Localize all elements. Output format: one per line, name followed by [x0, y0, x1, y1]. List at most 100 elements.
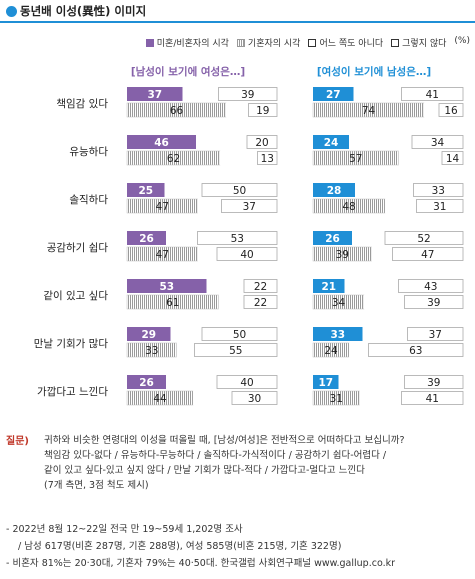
category-label: 공감하기 쉽다: [46, 242, 108, 254]
value-label-negative: 41: [426, 89, 439, 101]
value-label-negative: 39: [241, 89, 254, 101]
value-label-negative: 63: [409, 345, 422, 357]
bar-positive-unmarried: [313, 231, 352, 245]
bar-neutral: [166, 375, 217, 389]
bar-neutral: [196, 135, 247, 149]
bar-negative: [411, 135, 464, 149]
legend-label-negative: 그렇지 않다: [402, 39, 447, 49]
footnote: - 2022년 8월 12~22일 전국 만 19~59세 1,202명 조사: [6, 524, 243, 535]
value-label-positive: 26: [139, 377, 154, 389]
value-label-positive: 53: [159, 281, 174, 293]
bar-negative: [197, 231, 278, 245]
bar-neutral: [176, 343, 195, 357]
bar-negative: [404, 375, 464, 389]
value-label-positive: 33: [330, 329, 345, 341]
value-label-negative: 34: [431, 137, 445, 149]
bar-neutral: [352, 231, 385, 245]
value-label-positive: 34: [332, 297, 346, 309]
bar-neutral: [193, 391, 232, 405]
bar-neutral: [338, 375, 405, 389]
value-label-negative: 22: [254, 281, 267, 293]
bar-positive-unmarried: [313, 87, 354, 101]
legend-label-solid: 미혼/비혼자의 시각: [156, 39, 229, 49]
bar-negative: [368, 343, 464, 357]
value-label-negative: 43: [424, 281, 437, 293]
value-label-negative: 20: [255, 137, 268, 149]
value-label-negative: 40: [240, 377, 253, 389]
value-label-negative: 37: [243, 201, 256, 213]
category-label: 솔직하다: [69, 194, 108, 206]
bar-negative: [401, 391, 464, 405]
question-line: 같이 있고 싶다-있고 싶지 않다 / 만날 기회가 많다-적다 / 가깝다고-…: [44, 465, 365, 476]
bar-negative: [416, 199, 464, 213]
bar-negative: [407, 327, 464, 341]
bar-neutral: [398, 151, 442, 165]
title-divider: [0, 21, 475, 23]
bar-positive-unmarried: [313, 327, 363, 341]
bar-negative: [392, 247, 464, 261]
value-label-negative: 39: [427, 377, 440, 389]
value-label-positive: 28: [327, 185, 342, 197]
hatched-swatch-icon: [236, 38, 245, 47]
bar-negative: [231, 391, 278, 405]
bar-neutral: [226, 103, 249, 117]
value-label-positive: 29: [141, 329, 156, 341]
bar-positive-unmarried: [127, 231, 166, 245]
value-label-negative: 16: [444, 105, 458, 117]
bar-negative: [404, 295, 464, 309]
value-label-positive: 21: [321, 281, 336, 293]
bar-positive-unmarried: [313, 279, 345, 293]
bar-neutral: [385, 199, 417, 213]
category-label: 같이 있고 싶다: [43, 290, 108, 302]
value-label-positive: 31: [330, 393, 343, 405]
category-label: 만날 기회가 많다: [33, 338, 108, 350]
value-label-positive: 47: [156, 201, 169, 213]
value-label-negative: 50: [233, 329, 246, 341]
bar-neutral: [197, 247, 217, 261]
bar-neutral: [371, 247, 393, 261]
bar-negative: [384, 231, 464, 245]
bar-negative: [398, 279, 464, 293]
value-label-positive: 27: [326, 89, 341, 101]
value-label-positive: 62: [167, 153, 180, 165]
category-label: 가깝다고 느낀다: [37, 386, 108, 398]
value-label-negative: 19: [256, 105, 269, 117]
category-label: 유능하다: [69, 146, 108, 158]
value-label-positive: 24: [324, 137, 339, 149]
legend: 미혼/비혼자의 시각 기혼자의 시각 어느 쪽도 아니다 그렇지 않다 (%): [0, 36, 470, 49]
value-label-negative: 22: [254, 297, 267, 309]
bar-positive-unmarried: [127, 279, 207, 293]
value-label-negative: 37: [429, 329, 442, 341]
bar-neutral: [349, 343, 369, 357]
value-label-negative: 30: [248, 393, 261, 405]
bar-positive-unmarried: [313, 183, 355, 197]
bar-neutral: [359, 391, 402, 405]
value-label-positive: 47: [156, 249, 169, 261]
question-line: (7개 측면, 3점 척도 제시): [44, 480, 149, 491]
value-label-negative: 41: [426, 393, 439, 405]
bar-negative: [257, 151, 278, 165]
value-label-negative: 53: [231, 233, 244, 245]
value-label-negative: 50: [233, 185, 246, 197]
value-label-positive: 61: [166, 297, 179, 309]
footnote: - 비혼자 81%는 20·30대, 기혼자 79%는 40·50대. 한국갤럽…: [6, 558, 396, 569]
bar-positive-unmarried: [127, 135, 196, 149]
bar-neutral: [220, 151, 258, 165]
bar-neutral: [164, 183, 202, 197]
neutral-swatch-icon: [308, 38, 317, 47]
bar-neutral: [349, 135, 412, 149]
bar-neutral: [170, 327, 202, 341]
value-label-positive: 57: [349, 153, 362, 165]
footnote: / 남성 617명(비혼 287명, 기혼 288명), 여성 585명(비혼 …: [18, 541, 342, 552]
bar-positive-unmarried: [127, 327, 171, 341]
value-label-positive: 74: [362, 105, 376, 117]
value-label-negative: 13: [261, 153, 274, 165]
value-label-positive: 44: [153, 393, 167, 405]
question-line: 책임감 있다-없다 / 유능하다-무능하다 / 솔직하다-가식적이다 / 공감하…: [44, 450, 387, 461]
bar-negative: [413, 183, 464, 197]
bar-neutral: [166, 231, 198, 245]
value-label-negative: 47: [421, 249, 434, 261]
bar-neutral: [218, 295, 244, 309]
bar-negative: [441, 151, 464, 165]
chart-title: 동년배 이성(異性) 이미지: [20, 4, 147, 18]
